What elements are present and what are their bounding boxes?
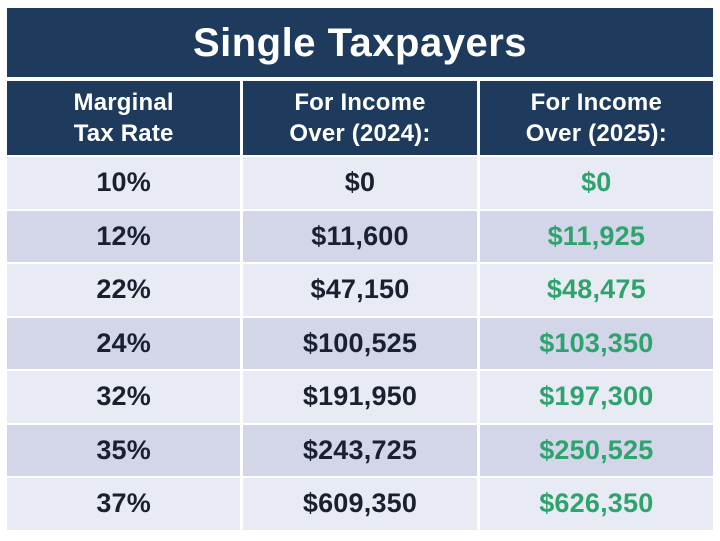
table-row: 12% $11,600 $11,925 (7, 210, 713, 262)
header-line: Over (2025): (525, 120, 667, 147)
cell-marginal-rate: 12% (7, 210, 241, 262)
cell-income-2025: $11,925 (479, 210, 713, 262)
cell-marginal-rate: 37% (7, 478, 241, 530)
header-line: Marginal (73, 88, 174, 116)
cell-income-2025: $103,350 (479, 317, 713, 369)
cell-income-2025: $197,300 (479, 371, 713, 423)
header-line: For Income (530, 88, 662, 116)
column-header-income-over-2024: For Income Over (2024): (243, 81, 477, 155)
table-header-row: Marginal Tax Rate For Income Over (2024)… (7, 81, 713, 155)
header-line: Over (2024): (289, 120, 431, 147)
cell-marginal-rate: 22% (7, 264, 241, 316)
header-line: For Income (294, 88, 426, 116)
cell-income-2025: $48,475 (479, 264, 713, 316)
cell-income-2024: $47,150 (243, 264, 477, 316)
title-bar: Single Taxpayers (7, 8, 713, 77)
cell-income-2024: $243,725 (243, 424, 477, 476)
table-row: 35% $243,725 $250,525 (7, 424, 713, 476)
table-row: 10% $0 $0 (7, 157, 713, 209)
cell-marginal-rate: 35% (7, 424, 241, 476)
tax-bracket-table: Single Taxpayers Marginal Tax Rate For I… (7, 8, 713, 530)
cell-marginal-rate: 32% (7, 371, 241, 423)
column-header-income-over-2025: For Income Over (2025): (479, 81, 713, 155)
page-title: Single Taxpayers (192, 20, 528, 65)
table-row: 22% $47,150 $48,475 (7, 264, 713, 316)
table-row: 24% $100,525 $103,350 (7, 317, 713, 369)
cell-income-2024: $0 (243, 157, 477, 209)
cell-income-2024: $11,600 (243, 210, 477, 262)
cell-income-2025: $626,350 (479, 478, 713, 530)
table-body: 10% $0 $0 12% $11,600 $11,925 22% $47,15… (7, 157, 713, 530)
cell-income-2024: $191,950 (243, 371, 477, 423)
cell-marginal-rate: 10% (7, 157, 241, 209)
cell-income-2024: $100,525 (243, 317, 477, 369)
cell-income-2025: $250,525 (479, 424, 713, 476)
header-line: Tax Rate (73, 120, 174, 147)
table-row: 37% $609,350 $626,350 (7, 478, 713, 530)
cell-income-2024: $609,350 (243, 478, 477, 530)
cell-marginal-rate: 24% (7, 317, 241, 369)
column-header-marginal-tax-rate: Marginal Tax Rate (7, 81, 241, 155)
cell-income-2025: $0 (479, 157, 713, 209)
table-row: 32% $191,950 $197,300 (7, 371, 713, 423)
